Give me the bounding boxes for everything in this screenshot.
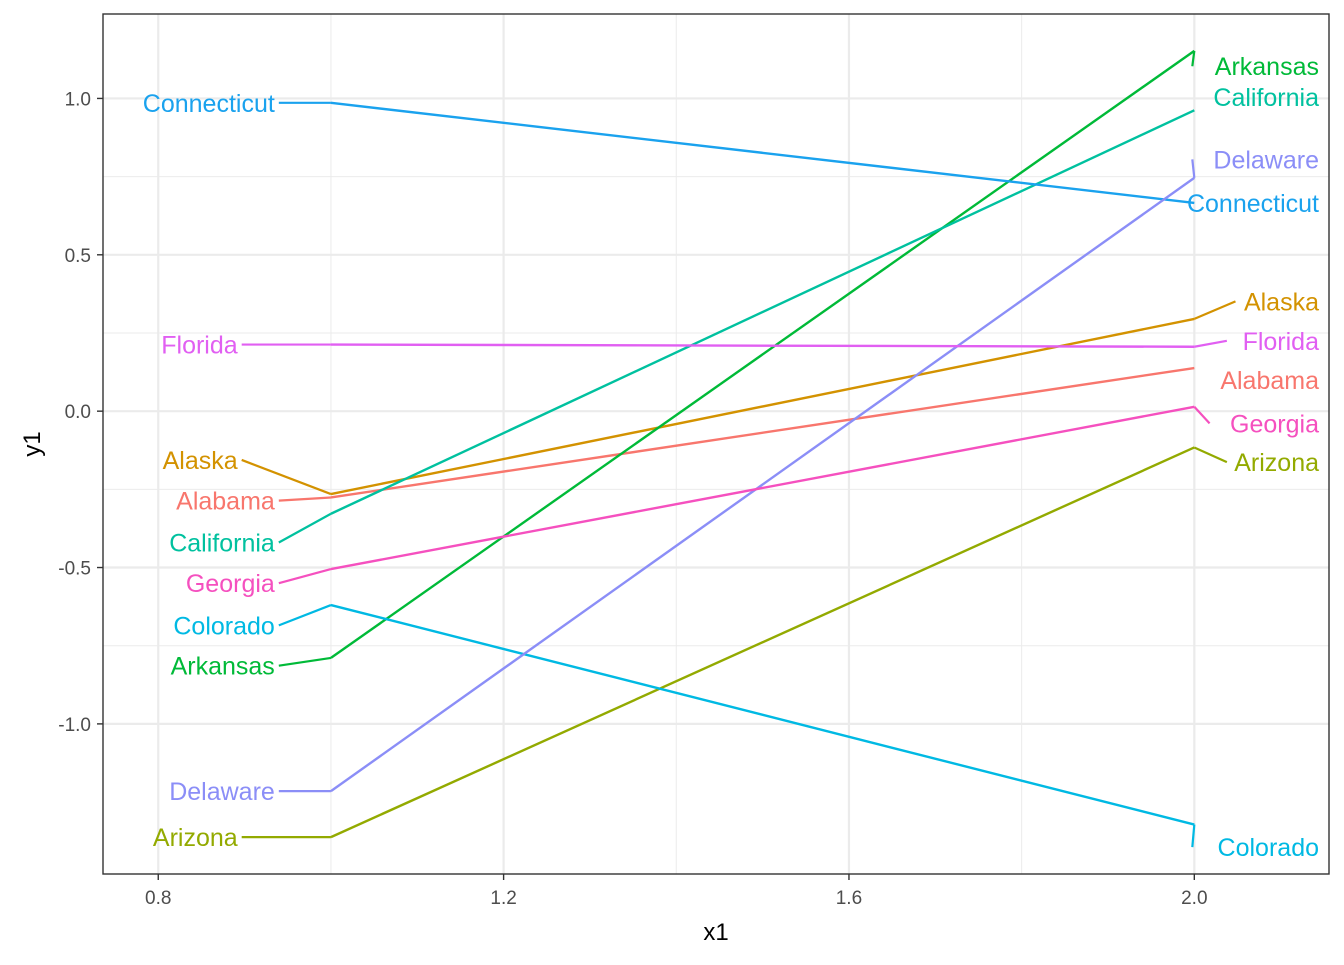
right-leader-arizona bbox=[1193, 446, 1228, 464]
major-gridlines bbox=[103, 14, 1329, 874]
y-tick-label: -1.0 bbox=[58, 715, 91, 736]
left-leader-georgia bbox=[278, 568, 332, 585]
right-label-alaska: Alaska bbox=[1244, 288, 1319, 316]
series-line-florida bbox=[330, 343, 1195, 348]
right-label-delaware: Delaware bbox=[1213, 146, 1319, 174]
right-label-alabama: Alabama bbox=[1220, 367, 1319, 395]
right-leader-alaska bbox=[1193, 300, 1236, 320]
left-label-arizona: Arizona bbox=[153, 824, 238, 852]
x-tick-label: 0.8 bbox=[145, 888, 171, 909]
panel-border bbox=[102, 13, 1330, 875]
right-leader-colorado bbox=[1191, 824, 1196, 848]
left-label-georgia: Georgia bbox=[186, 570, 275, 598]
right-label-arkansas: Arkansas bbox=[1215, 53, 1319, 81]
right-label-florida: Florida bbox=[1243, 328, 1320, 356]
left-leader-arkansas bbox=[278, 656, 332, 667]
x-tick-label: 1.2 bbox=[490, 888, 516, 909]
left-label-arkansas: Arkansas bbox=[171, 653, 275, 681]
left-label-colorado: Colorado bbox=[173, 612, 274, 640]
right-leader-delaware bbox=[1191, 159, 1196, 178]
left-leader-alabama bbox=[278, 496, 331, 502]
series-line-connecticut bbox=[330, 101, 1195, 205]
left-leader-california bbox=[278, 512, 332, 544]
label-leader-lines bbox=[241, 50, 1236, 848]
left-label-alaska: Alaska bbox=[163, 447, 238, 475]
left-leader-alaska bbox=[241, 458, 332, 496]
y-tick-label: 0.0 bbox=[65, 402, 91, 423]
series-line-california bbox=[330, 109, 1195, 515]
series-line-arizona bbox=[330, 446, 1195, 839]
left-label-connecticut: Connecticut bbox=[143, 90, 275, 118]
series-line-arkansas bbox=[330, 49, 1196, 659]
left-label-florida: Florida bbox=[161, 332, 238, 360]
right-leader-arkansas bbox=[1191, 50, 1196, 67]
x-axis-title: x1 bbox=[703, 919, 728, 946]
y-tick-label: -0.5 bbox=[58, 559, 91, 580]
y-tick-label: 0.5 bbox=[65, 246, 91, 267]
y-axis-title: y1 bbox=[19, 431, 46, 456]
right-leader-florida bbox=[1194, 339, 1228, 348]
left-label-california: California bbox=[169, 530, 275, 558]
left-label-alabama: Alabama bbox=[176, 488, 275, 516]
right-label-connecticut: Connecticut bbox=[1187, 190, 1319, 218]
x-tick-label: 2.0 bbox=[1181, 888, 1207, 909]
right-label-colorado: Colorado bbox=[1218, 834, 1319, 862]
panel-background bbox=[103, 14, 1329, 874]
right-label-georgia: Georgia bbox=[1230, 410, 1319, 438]
y-axis: -1.0 -0.5 0.0 0.5 1.0 bbox=[58, 89, 103, 736]
series-line-delaware bbox=[330, 176, 1196, 793]
left-leader-colorado bbox=[278, 604, 332, 627]
right-leader-georgia bbox=[1193, 406, 1211, 425]
right-label-california: California bbox=[1213, 84, 1319, 112]
x-tick-label: 1.6 bbox=[836, 888, 862, 909]
series-lines bbox=[330, 49, 1196, 839]
x-axis: 0.8 1.2 1.6 2.0 bbox=[145, 874, 1208, 909]
y-tick-label: 1.0 bbox=[65, 89, 91, 110]
left-label-delaware: Delaware bbox=[169, 778, 275, 806]
series-labels: Alabama Alabama Alaska Alaska Arizona Arizona… bbox=[143, 53, 1319, 862]
series-line-colorado bbox=[330, 603, 1195, 826]
series-line-alabama bbox=[330, 366, 1195, 499]
right-label-arizona: Arizona bbox=[1234, 449, 1319, 477]
series-line-alaska bbox=[330, 317, 1195, 496]
series-line-georgia bbox=[330, 405, 1195, 571]
